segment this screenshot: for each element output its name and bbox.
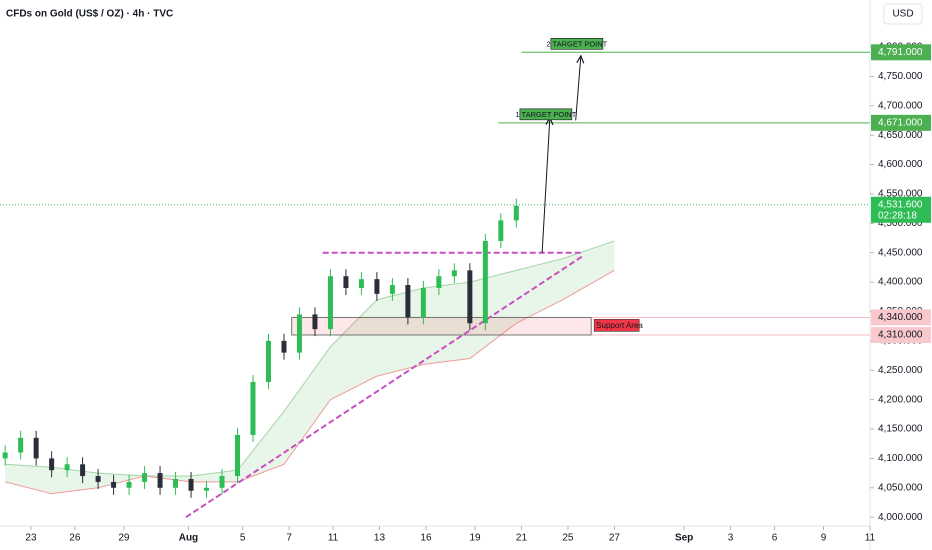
- y-tick-label: 4,150.000: [878, 424, 923, 435]
- candle-body: [405, 285, 411, 318]
- candle-body: [513, 205, 519, 221]
- candle-body: [451, 270, 457, 277]
- target-label: 2 TARGET POINT: [546, 39, 607, 48]
- current-price-label: 4,531.600: [878, 199, 923, 210]
- y-tick-label: 4,100.000: [878, 453, 923, 464]
- candle-body: [296, 314, 302, 353]
- target-label-box: [550, 38, 604, 50]
- x-tick-label: Sep: [675, 533, 693, 544]
- candle-body: [2, 452, 8, 459]
- y-tick-label: 4,500.000: [878, 218, 923, 229]
- support-area: [291, 316, 592, 336]
- candle-body: [343, 276, 349, 288]
- cloud-span-a: [5, 240, 615, 477]
- trendline: [185, 254, 584, 519]
- support-label-box: [593, 319, 640, 332]
- candle-body: [64, 464, 70, 471]
- x-tick-label: 6: [772, 533, 778, 544]
- candle-body: [235, 434, 241, 477]
- candle-body: [142, 473, 148, 482]
- cloud-span-b: [5, 269, 615, 495]
- x-tick-label: 27: [609, 533, 621, 544]
- x-tick-label: 5: [240, 533, 246, 544]
- candle-body: [111, 481, 117, 488]
- y-tick-label: 4,600.000: [878, 159, 923, 170]
- price-badge: [871, 326, 931, 343]
- y-tick-label: 4,750.000: [878, 71, 923, 82]
- chart-title: CFDs on Gold (US$ / OZ) · 4h · TVC: [6, 9, 173, 20]
- y-tick-label: 4,400.000: [878, 277, 923, 288]
- current-price-badge: [871, 196, 931, 223]
- x-tick-label: 9: [821, 533, 827, 544]
- arrow-head: [576, 54, 585, 64]
- candle-body: [482, 240, 488, 324]
- candle-body: [33, 437, 39, 459]
- candle-body: [95, 476, 101, 482]
- candle-body: [436, 276, 442, 288]
- candle-body: [265, 340, 271, 383]
- candle-body: [49, 458, 55, 471]
- price-badge: [871, 44, 931, 61]
- y-tick-label: 4,450.000: [878, 247, 923, 258]
- candle-body: [188, 478, 194, 491]
- x-tick-label: 25: [562, 533, 574, 544]
- price-badge-label: 4,310.000: [878, 330, 923, 341]
- x-tick-label: 21: [516, 533, 528, 544]
- candle-body: [374, 279, 380, 294]
- support-label: Support Area: [596, 321, 643, 330]
- x-tick-label: 23: [25, 533, 37, 544]
- candle-body: [389, 285, 395, 294]
- currency[interactable]: USD: [892, 9, 913, 20]
- candle-body: [173, 478, 179, 488]
- y-tick-label: 4,200.000: [878, 394, 923, 405]
- x-tick-label: 3: [728, 533, 734, 544]
- price-badge-label: 4,791.000: [878, 47, 923, 58]
- cloud-area: [5, 240, 615, 494]
- y-tick-label: 4,650.000: [878, 130, 923, 141]
- y-tick-label: 4,000.000: [878, 512, 923, 523]
- currency-box[interactable]: [883, 3, 923, 25]
- candle-body: [312, 314, 318, 330]
- x-tick-label: 11: [865, 533, 876, 544]
- target-arrow: [575, 55, 582, 121]
- price-badge: [871, 309, 931, 326]
- x-tick-label: 11: [328, 533, 339, 544]
- candle-body: [467, 270, 473, 324]
- candle-body: [18, 437, 24, 453]
- candle-body: [420, 287, 426, 318]
- x-tick-label: 16: [420, 533, 432, 544]
- candle-body: [204, 487, 210, 491]
- x-tick-label: Aug: [179, 533, 198, 544]
- y-tick-label: 4,550.000: [878, 189, 923, 200]
- candle-body: [80, 464, 86, 477]
- candle-body: [219, 476, 225, 488]
- candle-body: [498, 220, 504, 241]
- candle-body: [327, 276, 333, 330]
- y-tick-label: 4,250.000: [878, 365, 923, 376]
- candle-body: [126, 481, 132, 488]
- target-arrow: [541, 117, 551, 253]
- countdown: 02:28:18: [878, 210, 917, 221]
- price-badge-label: 4,671.000: [878, 117, 923, 128]
- candle-body: [281, 340, 287, 353]
- x-tick-label: 7: [286, 533, 292, 544]
- price-badge-label: 4,340.000: [878, 312, 923, 323]
- y-tick-label: 4,050.000: [878, 482, 923, 493]
- x-tick-label: 26: [69, 533, 81, 544]
- candle-body: [358, 279, 364, 288]
- candle-body: [250, 382, 256, 435]
- target-label-box: [519, 108, 573, 121]
- x-tick-label: 29: [118, 533, 130, 544]
- x-tick-label: 19: [469, 533, 481, 544]
- candle-body: [157, 473, 163, 488]
- price-badge: [871, 114, 931, 131]
- y-tick-label: 4,700.000: [878, 100, 923, 111]
- x-tick-label: 13: [374, 533, 386, 544]
- target-label: 1 TARGET POINT: [515, 110, 576, 119]
